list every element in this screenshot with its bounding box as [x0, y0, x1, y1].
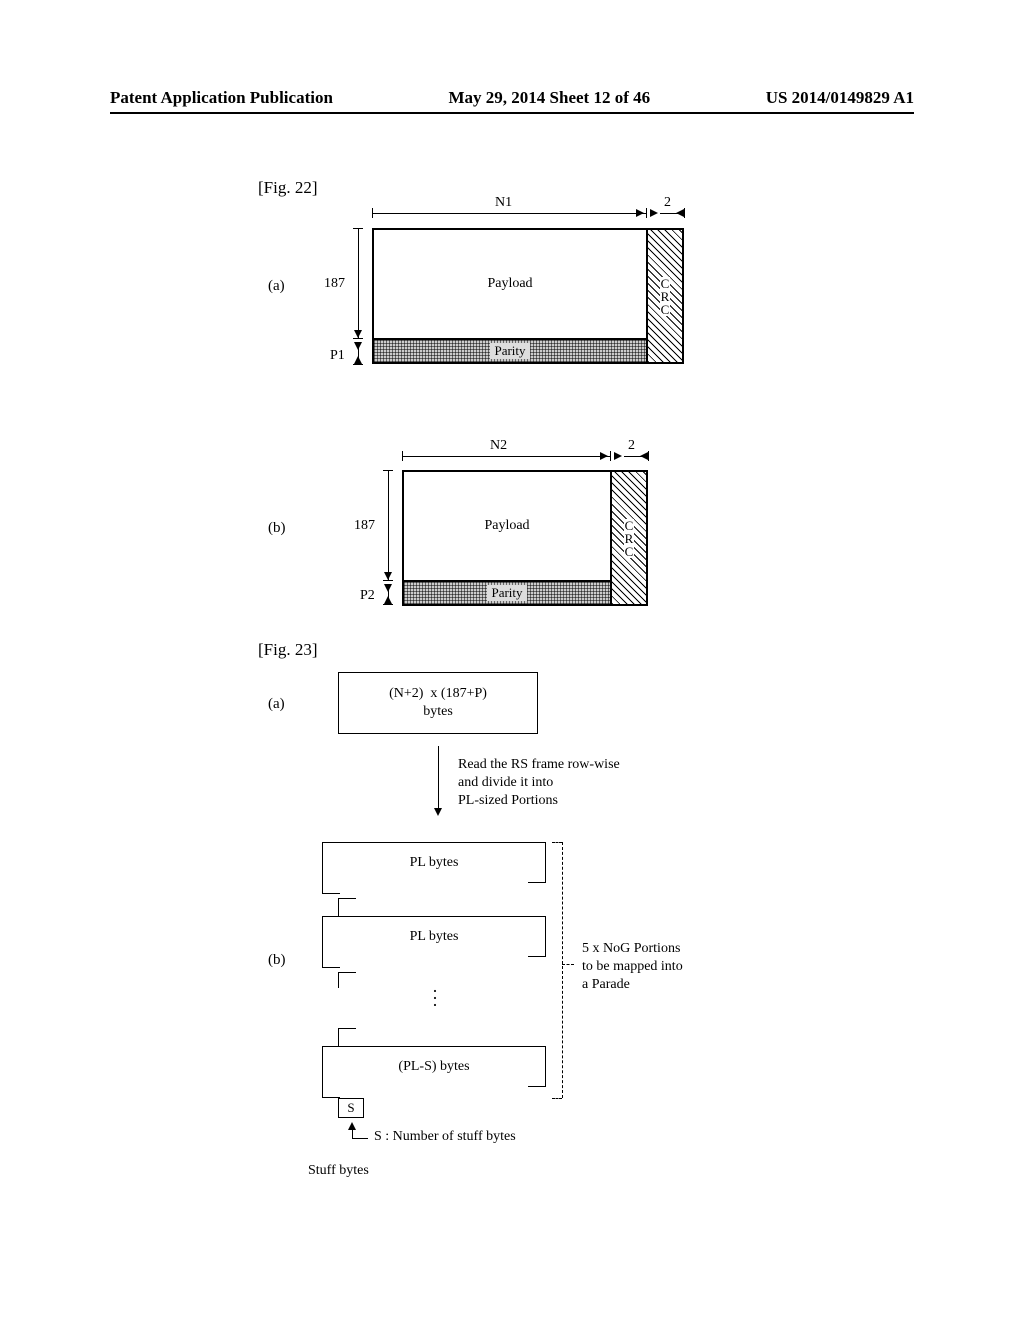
- fig22b-crc: C R C: [610, 470, 648, 606]
- fig23a-box: (N+2) x (187+P) bytes: [338, 672, 538, 734]
- brace-tip: [562, 964, 574, 965]
- hook: [338, 898, 356, 916]
- line: [352, 1128, 353, 1138]
- hook: [528, 882, 546, 894]
- crc-text: C R C: [624, 519, 635, 558]
- header-right: US 2014/0149829 A1: [766, 88, 914, 108]
- brace-tip: [552, 842, 562, 843]
- page-header: Patent Application Publication May 29, 2…: [0, 88, 1024, 108]
- fig22b-187: 187: [354, 518, 375, 534]
- fig22-label: [Fig. 22]: [258, 178, 318, 198]
- header-center: May 29, 2014 Sheet 12 of 46: [449, 88, 651, 108]
- fig22a-payload: Payload: [372, 228, 648, 340]
- tick: [610, 451, 611, 461]
- parity-text: Parity: [490, 343, 529, 359]
- hook: [322, 1086, 340, 1098]
- fig22b-187-line: [388, 470, 389, 580]
- fig22a-crcwidth: 2: [664, 195, 671, 211]
- arrow: [640, 452, 648, 460]
- hook: [322, 882, 340, 894]
- hook: [322, 956, 340, 968]
- arrow: [676, 209, 684, 217]
- fig23b-portions: 5 x NoG Portions to be mapped into a Par…: [582, 940, 683, 995]
- fig23b-sbox: S: [338, 1098, 364, 1118]
- arrow: [354, 356, 362, 364]
- fig23b-pl2: PL bytes: [322, 916, 546, 956]
- arrow: [614, 452, 622, 460]
- fig22a-187-line: [358, 228, 359, 338]
- tick: [383, 580, 393, 581]
- arrow: [636, 209, 644, 217]
- fig23a-sub: (a): [268, 696, 285, 713]
- fig22a-sub: (a): [268, 278, 285, 295]
- tick: [353, 228, 363, 229]
- header-left: Patent Application Publication: [110, 88, 333, 108]
- tick: [648, 451, 649, 461]
- fig22b-p2: P2: [360, 588, 375, 604]
- fig22b-payload: Payload: [402, 470, 612, 582]
- hook: [338, 1028, 356, 1046]
- fig23-label: [Fig. 23]: [258, 640, 318, 660]
- fig22b-sub: (b): [268, 520, 286, 537]
- tick: [383, 470, 393, 471]
- tick: [353, 338, 363, 339]
- tick: [383, 604, 393, 605]
- tick: [402, 451, 403, 461]
- arrow: [600, 452, 608, 460]
- arrow: [384, 596, 392, 604]
- fig23b-sub: (b): [268, 952, 286, 969]
- arrow: [384, 572, 392, 580]
- fig22b-parity: Parity: [402, 580, 612, 606]
- fig23-arrow-stem: [438, 746, 439, 810]
- header-rule: [110, 112, 914, 114]
- parity-text: Parity: [487, 585, 526, 601]
- fig22a-p1: P1: [330, 348, 345, 364]
- fig22b-n2: N2: [490, 438, 507, 454]
- brace-tip: [552, 1098, 562, 1099]
- tick: [353, 364, 363, 365]
- fig22b-n2-line: [402, 456, 610, 457]
- hook: [528, 1086, 546, 1087]
- crc-text: C R C: [660, 277, 671, 316]
- tick: [646, 208, 647, 218]
- fig23b-pllast: (PL-S) bytes: [322, 1046, 546, 1086]
- fig23b-snote: S : Number of stuff bytes: [374, 1128, 516, 1146]
- fig23a-arrowtext: Read the RS frame row-wise and divide it…: [458, 756, 620, 811]
- hook: [528, 956, 546, 968]
- arrow: [650, 209, 658, 217]
- tick: [372, 208, 373, 218]
- tick: [684, 208, 685, 218]
- fig22a-crc: C R C: [646, 228, 684, 364]
- fig22a-n1-line: [372, 213, 646, 214]
- fig23b-pl1: PL bytes: [322, 842, 546, 882]
- fig22a-n1: N1: [495, 195, 512, 211]
- fig22a-187: 187: [324, 276, 345, 292]
- vdots: ···: [432, 988, 438, 1010]
- line: [352, 1138, 368, 1139]
- fig23b-stuff: Stuff bytes: [308, 1162, 369, 1180]
- hook: [338, 972, 356, 988]
- arrow: [434, 808, 442, 816]
- fig22a-parity: Parity: [372, 338, 648, 364]
- fig22b-crcwidth: 2: [628, 438, 635, 454]
- arrow: [354, 330, 362, 338]
- brace: [562, 842, 563, 1098]
